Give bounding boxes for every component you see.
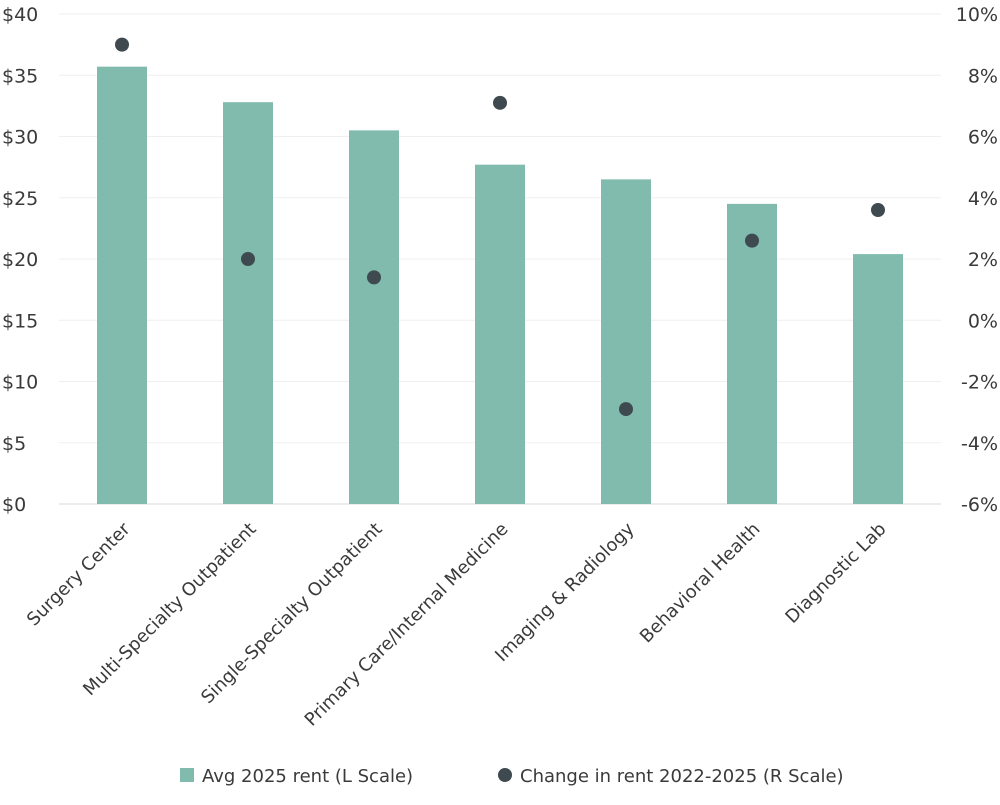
left-tick-label: $15 <box>2 310 38 332</box>
bar <box>97 66 147 505</box>
bar-series <box>97 66 903 505</box>
legend-label-dot: Change in rent 2022-2025 (R Scale) <box>520 766 844 787</box>
right-tick-label: 0% <box>968 310 998 332</box>
left-tick-label: $25 <box>2 188 38 210</box>
legend: Avg 2025 rent (L Scale) Change in rent 2… <box>180 766 844 787</box>
left-tick-label: $20 <box>2 249 38 271</box>
left-tick-label: $30 <box>2 127 38 149</box>
bar <box>601 179 651 504</box>
dot <box>871 203 885 217</box>
right-tick-label: 10% <box>956 4 998 26</box>
category-label: Surgery Center <box>23 518 135 630</box>
dot-series <box>115 37 885 417</box>
right-tick-label: 2% <box>968 249 998 271</box>
bar <box>349 130 399 504</box>
bar <box>853 254 903 504</box>
right-tick-label: 4% <box>968 188 998 210</box>
right-tick-label: -2% <box>961 372 998 394</box>
dot <box>745 233 759 248</box>
left-tick-label: $40 <box>2 4 38 26</box>
category-label: Primary Care/Internal Medicine <box>301 519 513 731</box>
legend-label-bar: Avg 2025 rent (L Scale) <box>202 766 413 787</box>
left-tick-label: $10 <box>2 372 38 394</box>
bar <box>475 164 525 505</box>
category-label: Behavioral Health <box>636 519 765 648</box>
dot <box>367 270 381 285</box>
category-label: Diagnostic Lab <box>781 519 890 628</box>
left-tick-label: $35 <box>2 65 38 87</box>
dot <box>241 252 255 266</box>
right-tick-label: -4% <box>961 433 998 455</box>
legend-swatch-bar <box>180 768 194 782</box>
category-label: Imaging & Radiology <box>491 518 639 666</box>
dot <box>493 95 507 110</box>
dot <box>619 402 633 417</box>
bar <box>727 203 777 504</box>
left-axis: $0 $5 $10 $15 $20 $25 $30 $35 $40 <box>2 4 38 516</box>
right-tick-label: -6% <box>961 494 998 516</box>
right-tick-label: 6% <box>968 127 998 149</box>
left-tick-label: $5 <box>2 433 26 455</box>
dot <box>115 37 129 52</box>
left-tick-label: $0 <box>2 494 26 516</box>
bar <box>223 102 273 504</box>
legend-swatch-dot <box>498 768 512 782</box>
right-axis: -6% -4% -2% 0% 2% 4% 6% 8% 10% <box>956 4 998 516</box>
right-tick-label: 8% <box>968 65 998 87</box>
